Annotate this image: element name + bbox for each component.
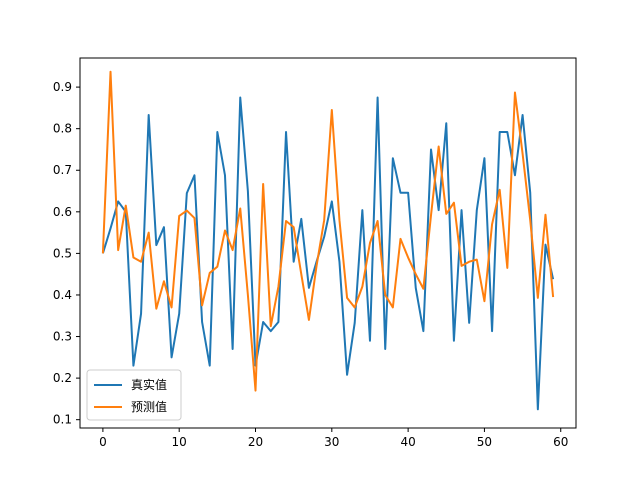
legend: 真实值 预测值 <box>86 369 182 421</box>
y-tick-label: 0.8 <box>53 122 72 136</box>
x-axis: 0 10 20 30 40 50 60 <box>99 428 568 449</box>
x-tick-label: 10 <box>172 435 187 449</box>
y-tick-label: 0.9 <box>53 80 72 94</box>
axes-layer <box>79 57 577 429</box>
x-tick-label: 40 <box>400 435 415 449</box>
legend-label-true-values: 真实值 <box>131 377 167 392</box>
series-line-1 <box>101 70 555 392</box>
series-0 <box>101 96 555 411</box>
x-tick-label: 50 <box>477 435 492 449</box>
y-axis: 0.1 0.2 0.3 0.4 0.5 0.6 0.7 0.8 0.9 <box>53 80 80 427</box>
legend-label-predicted-values: 预测值 <box>131 399 167 414</box>
series-layer <box>101 70 555 411</box>
y-tick-label: 0.6 <box>53 205 72 219</box>
y-tick-label: 0.2 <box>53 371 72 385</box>
series-1 <box>101 70 555 392</box>
x-tick-label: 60 <box>553 435 568 449</box>
y-tick-label: 0.1 <box>53 413 72 427</box>
y-tick-label: 0.7 <box>53 163 72 177</box>
y-tick-label: 0.3 <box>53 330 72 344</box>
y-tick-label: 0.5 <box>53 246 72 260</box>
y-tick-label: 0.4 <box>53 288 72 302</box>
series-line-0 <box>101 96 555 411</box>
x-tick-label: 20 <box>248 435 263 449</box>
plot-area <box>80 58 576 428</box>
x-tick-label: 30 <box>324 435 339 449</box>
x-tick-label: 0 <box>99 435 107 449</box>
plot-frame <box>79 57 577 429</box>
